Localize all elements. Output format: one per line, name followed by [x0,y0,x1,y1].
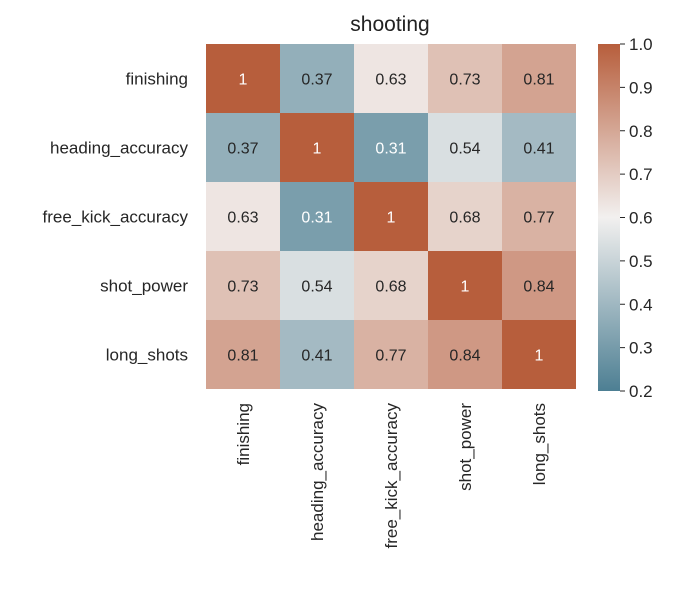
heatmap-cell [502,44,576,113]
heatmap-cell [206,113,280,182]
cell-value-label: 0.84 [523,279,554,296]
cell-value-label: 0.37 [301,72,332,89]
heatmap-cell [428,44,502,113]
colorbar: 0.2 0.3 0.4 0.5 0.6 0.7 0.8 0.9 1.0 [598,35,653,401]
cell-value-label: 0.68 [375,279,406,296]
cell-value-label: 1 [239,72,248,89]
cell-value-label: 0.73 [227,279,258,296]
colorbar-tick-label: 0.2 [629,382,653,401]
colorbar-tick-label: 0.4 [629,295,653,314]
colorbar-ticks: 0.2 0.3 0.4 0.5 0.6 0.7 0.8 0.9 1.0 [620,35,653,401]
heatmap-cell [354,251,428,320]
cell-value-label: 0.84 [449,348,480,365]
column-label: free_kick_accuracy [382,403,401,549]
row-label: heading_accuracy [50,139,188,158]
row-label: finishing [126,70,188,89]
cell-value-label: 0.73 [449,72,480,89]
heatmap-cell [280,320,354,389]
colorbar-tick-label: 0.8 [629,122,653,141]
heatmap-cell [502,182,576,251]
heatmap-cell [354,113,428,182]
cell-value-label: 0.41 [523,141,554,158]
heatmap-cell [280,44,354,113]
cell-value-label: 1 [387,210,396,227]
cell-value-label: 0.81 [523,72,554,89]
cell-value-label: 0.31 [301,210,332,227]
cell-value-label: 1 [461,279,470,296]
cell-value-label: 0.81 [227,348,258,365]
heatmap-cell [428,251,502,320]
row-label: free_kick_accuracy [42,208,188,227]
colorbar-tick-label: 0.3 [629,339,653,358]
cell-value-label: 0.77 [523,210,554,227]
colorbar-tick-label: 1.0 [629,35,653,54]
heatmap-cell [502,113,576,182]
heatmap-cell [206,320,280,389]
cell-value-label: 1 [313,141,322,158]
column-labels: finishing heading_accuracy free_kick_accur… [234,403,549,549]
row-label: shot_power [100,277,188,296]
cell-value-label: 0.31 [375,141,406,158]
row-labels: finishing heading_accuracy free_kick_accur… [42,70,188,365]
cell-value-label: 0.77 [375,348,406,365]
heatmap-cell [206,44,280,113]
heatmap-cell [280,251,354,320]
cell-value-label: 0.54 [301,279,332,296]
heatmap-cell [206,182,280,251]
heatmap-cell [354,44,428,113]
colorbar-tick-label: 0.6 [629,209,653,228]
heatmap-cell [428,113,502,182]
heatmap-cell [206,251,280,320]
cell-value-label: 0.68 [449,210,480,227]
colorbar-tick-label: 0.7 [629,165,653,184]
chart-title: shooting [350,13,429,36]
heatmap-cell [354,182,428,251]
heatmap-cell [502,251,576,320]
heatmap-cell [280,113,354,182]
cell-value-label: 0.63 [375,72,406,89]
colorbar-tick-label: 0.5 [629,252,653,271]
heatmap-cell [280,182,354,251]
column-label: long_shots [530,403,549,485]
cell-value-label: 0.63 [227,210,258,227]
cell-value-label: 0.54 [449,141,480,158]
cell-value-label: 0.41 [301,348,332,365]
row-label: long_shots [106,346,188,365]
colorbar-gradient [598,44,620,391]
heatmap-cell [502,320,576,389]
colorbar-tick-label: 0.9 [629,78,653,97]
heatmap-cell [428,320,502,389]
column-label: shot_power [456,403,475,491]
column-label: finishing [234,403,253,465]
heatmap-cell [354,320,428,389]
cell-value-label: 0.37 [227,141,258,158]
cell-value-label: 1 [535,348,544,365]
column-label: heading_accuracy [308,403,327,541]
heatmap-cells: 1 0.37 0.63 0.73 0.81 0.37 1 0.31 0.54 0.41 0.63 0.… [206,44,576,389]
heatmap-cell [428,182,502,251]
